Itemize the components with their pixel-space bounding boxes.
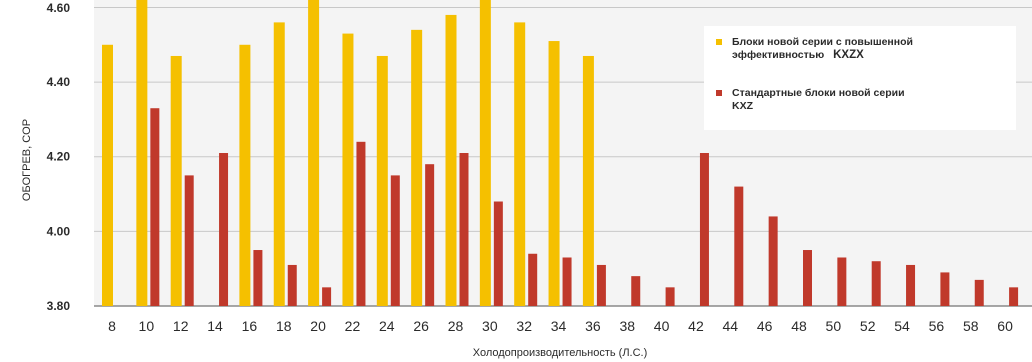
x-tick-label: 16 (242, 318, 258, 334)
bars (102, 0, 1019, 307)
x-axis-label: Холодопроизводительность (Л.С.) (473, 347, 648, 359)
bar-kxz (974, 279, 984, 306)
y-tick-label: 4.20 (47, 150, 71, 164)
bar-kxzx (445, 14, 457, 307)
bar-kxz (596, 264, 606, 306)
y-tick-labels: 3.80 4.00 4.20 4.40 4.60 (47, 1, 71, 313)
x-tick-label: 22 (345, 318, 361, 334)
x-tick-label: 10 (139, 318, 155, 334)
x-tick-label: 20 (310, 318, 326, 334)
x-tick-label: 24 (379, 318, 395, 334)
y-tick-label: 3.80 (47, 299, 71, 313)
legend: Блоки новой серии с повышенной эффективн… (704, 26, 1016, 130)
bar-kxzx (582, 55, 594, 306)
bar-kxz (768, 216, 778, 306)
x-tick-label: 56 (929, 318, 945, 334)
legend-box (704, 26, 1016, 130)
bar-kxzx (170, 55, 182, 306)
bar-kxz (253, 250, 263, 306)
x-tick-label: 30 (482, 318, 498, 334)
x-tick-label: 34 (551, 318, 567, 334)
bar-kxz (459, 153, 469, 306)
bar-kxzx (479, 0, 491, 306)
x-tick-label: 54 (894, 318, 910, 334)
y-tick-label: 4.00 (47, 224, 71, 238)
y-axis-label: ОБОГРЕВ, COP (21, 119, 33, 201)
bar-kxzx (411, 29, 423, 306)
bar-kxzx (308, 0, 320, 306)
bar-kxz (493, 201, 503, 306)
bar-kxz (803, 250, 812, 306)
x-tick-label: 32 (516, 318, 532, 334)
x-tick-label: 50 (826, 318, 842, 334)
x-tick-label: 26 (413, 318, 429, 334)
x-tick-label: 44 (723, 318, 739, 334)
x-tick-labels: 8 10 12 14 16 18 20 22 24 26 28 30 32 34 36 38 40 42 44 46 4… (108, 318, 1013, 334)
legend-label-kxz-line1: Стандартные блоки новой серии (732, 87, 905, 99)
x-tick-label: 28 (448, 318, 464, 334)
bar-kxzx (102, 44, 113, 306)
bar-kxzx (239, 44, 251, 306)
bar-kxz (940, 272, 950, 306)
bar-kxz (322, 287, 332, 306)
x-tick-label: 52 (860, 318, 876, 334)
y-tick-label: 4.40 (47, 75, 71, 89)
bar-kxzx (514, 22, 526, 306)
x-tick-label: 58 (963, 318, 979, 334)
bar-kxz (699, 153, 709, 306)
bar-kxz (184, 175, 194, 306)
bar-kxz (1009, 287, 1019, 306)
bar-kxz (150, 108, 160, 306)
legend-label-kxz-model: KXZ (732, 100, 754, 112)
legend-label-kxzx-line2: эффективностью KXZX (732, 49, 864, 61)
bar-kxz (871, 261, 881, 306)
x-tick-label: 14 (207, 318, 223, 334)
bar-kxz (906, 264, 916, 306)
x-tick-label: 42 (688, 318, 704, 334)
x-tick-label: 36 (585, 318, 601, 334)
x-tick-label: 60 (997, 318, 1013, 334)
bar-kxz (562, 257, 572, 306)
bar-kxz (390, 175, 400, 306)
legend-swatch-kxz (716, 90, 722, 96)
legend-label-kxzx-text: эффективностью (732, 49, 824, 61)
bar-kxz (734, 186, 744, 306)
bar-kxz (528, 253, 538, 306)
x-tick-label: 8 (108, 318, 116, 334)
y-tick-label: 4.60 (47, 1, 71, 15)
x-tick-label: 40 (654, 318, 670, 334)
bar-kxzx (376, 55, 388, 306)
x-tick-label: 48 (791, 318, 807, 334)
bar-kxzx (342, 33, 354, 307)
x-tick-label: 12 (173, 318, 189, 334)
bar-kxzx (136, 0, 148, 306)
bar-kxzx (548, 41, 560, 307)
legend-label-kxzx-line1: Блоки новой серии с повышенной (732, 36, 913, 48)
bar-kxz (356, 141, 366, 306)
bar-kxz (837, 257, 847, 306)
x-tick-label: 46 (757, 318, 773, 334)
bar-kxz (631, 276, 641, 306)
bar-kxz (287, 264, 297, 306)
x-tick-label: 38 (619, 318, 635, 334)
bar-kxz (219, 153, 229, 306)
bar-kxzx (273, 22, 285, 306)
legend-swatch-kxzx (716, 39, 722, 45)
x-tick-label: 18 (276, 318, 292, 334)
bar-kxz (665, 287, 675, 306)
legend-label-kxzx-model: KXZX (833, 49, 864, 61)
bar-kxz (425, 164, 435, 306)
